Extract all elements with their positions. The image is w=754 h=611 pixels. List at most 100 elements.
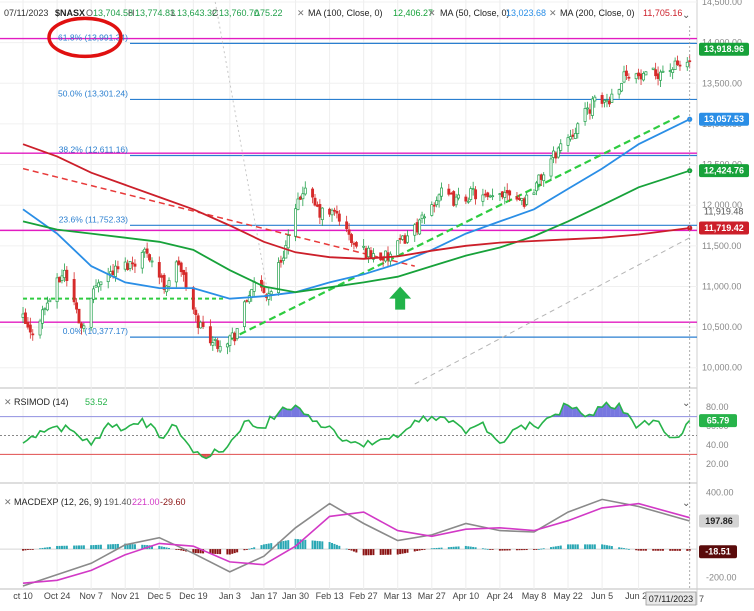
- candle-body[interactable]: [26, 321, 30, 328]
- candle-body[interactable]: [500, 191, 504, 198]
- candle-body[interactable]: [525, 194, 529, 205]
- candle-body[interactable]: [330, 209, 334, 216]
- candle-body[interactable]: [174, 261, 178, 283]
- candle-body[interactable]: [534, 182, 538, 192]
- trendline-grey-dashed[interactable]: [414, 237, 690, 385]
- candle-body[interactable]: [182, 269, 186, 275]
- candle-body[interactable]: [38, 320, 42, 336]
- candle-body[interactable]: [199, 321, 203, 329]
- candle-body[interactable]: [143, 248, 147, 253]
- candle-body[interactable]: [508, 190, 512, 196]
- candle-body[interactable]: [89, 297, 93, 328]
- candle-body[interactable]: [116, 266, 120, 270]
- candle-body[interactable]: [216, 340, 220, 349]
- ma50-close-icon[interactable]: ✕: [428, 8, 436, 18]
- candle-body[interactable]: [347, 229, 351, 235]
- candle-body[interactable]: [403, 235, 407, 244]
- candle-body[interactable]: [586, 107, 589, 110]
- macd-close-icon[interactable]: ✕: [4, 497, 12, 507]
- candle-body[interactable]: [517, 197, 521, 200]
- candle-body[interactable]: [559, 143, 563, 151]
- candle-body[interactable]: [423, 216, 426, 219]
- candle-body[interactable]: [406, 235, 409, 243]
- candle-body[interactable]: [671, 69, 675, 73]
- candle-body[interactable]: [194, 309, 198, 315]
- candle-body[interactable]: [55, 277, 59, 303]
- candle-body[interactable]: [644, 71, 648, 76]
- candle-body[interactable]: [457, 194, 461, 199]
- candle-body[interactable]: [75, 302, 79, 310]
- candle-body[interactable]: [262, 287, 266, 293]
- candle-body[interactable]: [109, 271, 113, 275]
- trendline-grey-dotted[interactable]: [214, 1, 270, 299]
- candle-body[interactable]: [313, 197, 317, 206]
- candle-body[interactable]: [354, 242, 358, 247]
- candle-body[interactable]: [318, 204, 322, 218]
- candle-body[interactable]: [294, 208, 297, 237]
- candle-body[interactable]: [191, 287, 195, 310]
- candle-body[interactable]: [337, 213, 341, 222]
- candle-body[interactable]: [440, 187, 443, 197]
- candle-body[interactable]: [315, 204, 319, 207]
- candle-body[interactable]: [162, 274, 166, 290]
- candle-body[interactable]: [201, 322, 205, 327]
- candle-body[interactable]: [639, 73, 643, 80]
- rsi-panel[interactable]: [0, 401, 697, 460]
- candle-body[interactable]: [352, 243, 356, 245]
- moving-average-line[interactable]: [22, 118, 691, 300]
- candle-body[interactable]: [659, 71, 662, 81]
- candle-body[interactable]: [31, 333, 35, 336]
- candle-body[interactable]: [447, 188, 451, 195]
- candle-body[interactable]: [554, 152, 558, 159]
- candle-body[interactable]: [247, 295, 251, 303]
- candle-body[interactable]: [651, 67, 655, 70]
- candle-body[interactable]: [177, 260, 181, 265]
- candle-body[interactable]: [576, 123, 580, 134]
- candle-body[interactable]: [211, 342, 215, 346]
- candle-body[interactable]: [522, 198, 526, 207]
- candle-body[interactable]: [345, 221, 349, 230]
- candle-body[interactable]: [624, 70, 628, 77]
- candle-body[interactable]: [335, 210, 339, 214]
- candle-body[interactable]: [420, 214, 424, 220]
- rsi-chevron-down-icon[interactable]: ⌄: [682, 398, 690, 409]
- rsi-line[interactable]: [22, 401, 691, 460]
- candle-body[interactable]: [583, 108, 587, 122]
- candle-body[interactable]: [464, 196, 468, 202]
- candle-body[interactable]: [483, 193, 487, 196]
- candle-body[interactable]: [126, 263, 130, 270]
- candle-body[interactable]: [286, 235, 290, 249]
- candle-body[interactable]: [60, 275, 64, 281]
- macd-panel[interactable]: [0, 498, 697, 587]
- candle-body[interactable]: [603, 99, 606, 103]
- candle-body[interactable]: [435, 200, 439, 206]
- candle-body[interactable]: [634, 73, 638, 80]
- candle-body[interactable]: [542, 174, 546, 181]
- candle-body[interactable]: [114, 265, 117, 277]
- moving-average-line[interactable]: [22, 169, 690, 294]
- candle-body[interactable]: [569, 136, 572, 140]
- candle-body[interactable]: [369, 250, 373, 258]
- candle-body[interactable]: [418, 219, 422, 235]
- candle-body[interactable]: [486, 192, 490, 198]
- candle-body[interactable]: [676, 60, 679, 65]
- candle-body[interactable]: [62, 270, 66, 278]
- candle-body[interactable]: [303, 187, 307, 195]
- candle-body[interactable]: [260, 279, 263, 288]
- candle-body[interactable]: [225, 343, 229, 348]
- candle-body[interactable]: [520, 198, 524, 201]
- candle-body[interactable]: [491, 195, 495, 198]
- candle-body[interactable]: [28, 324, 32, 333]
- candle-body[interactable]: [311, 188, 315, 198]
- candle-body[interactable]: [65, 269, 69, 282]
- candle-body[interactable]: [430, 204, 434, 216]
- candle-body[interactable]: [661, 70, 665, 73]
- candle-body[interactable]: [213, 339, 217, 341]
- candle-body[interactable]: [235, 328, 239, 339]
- candle-body[interactable]: [678, 64, 682, 67]
- candle-body[interactable]: [279, 259, 283, 263]
- candle-body[interactable]: [92, 288, 96, 300]
- ma100-close-icon[interactable]: ✕: [297, 8, 305, 18]
- candle-body[interactable]: [515, 196, 519, 200]
